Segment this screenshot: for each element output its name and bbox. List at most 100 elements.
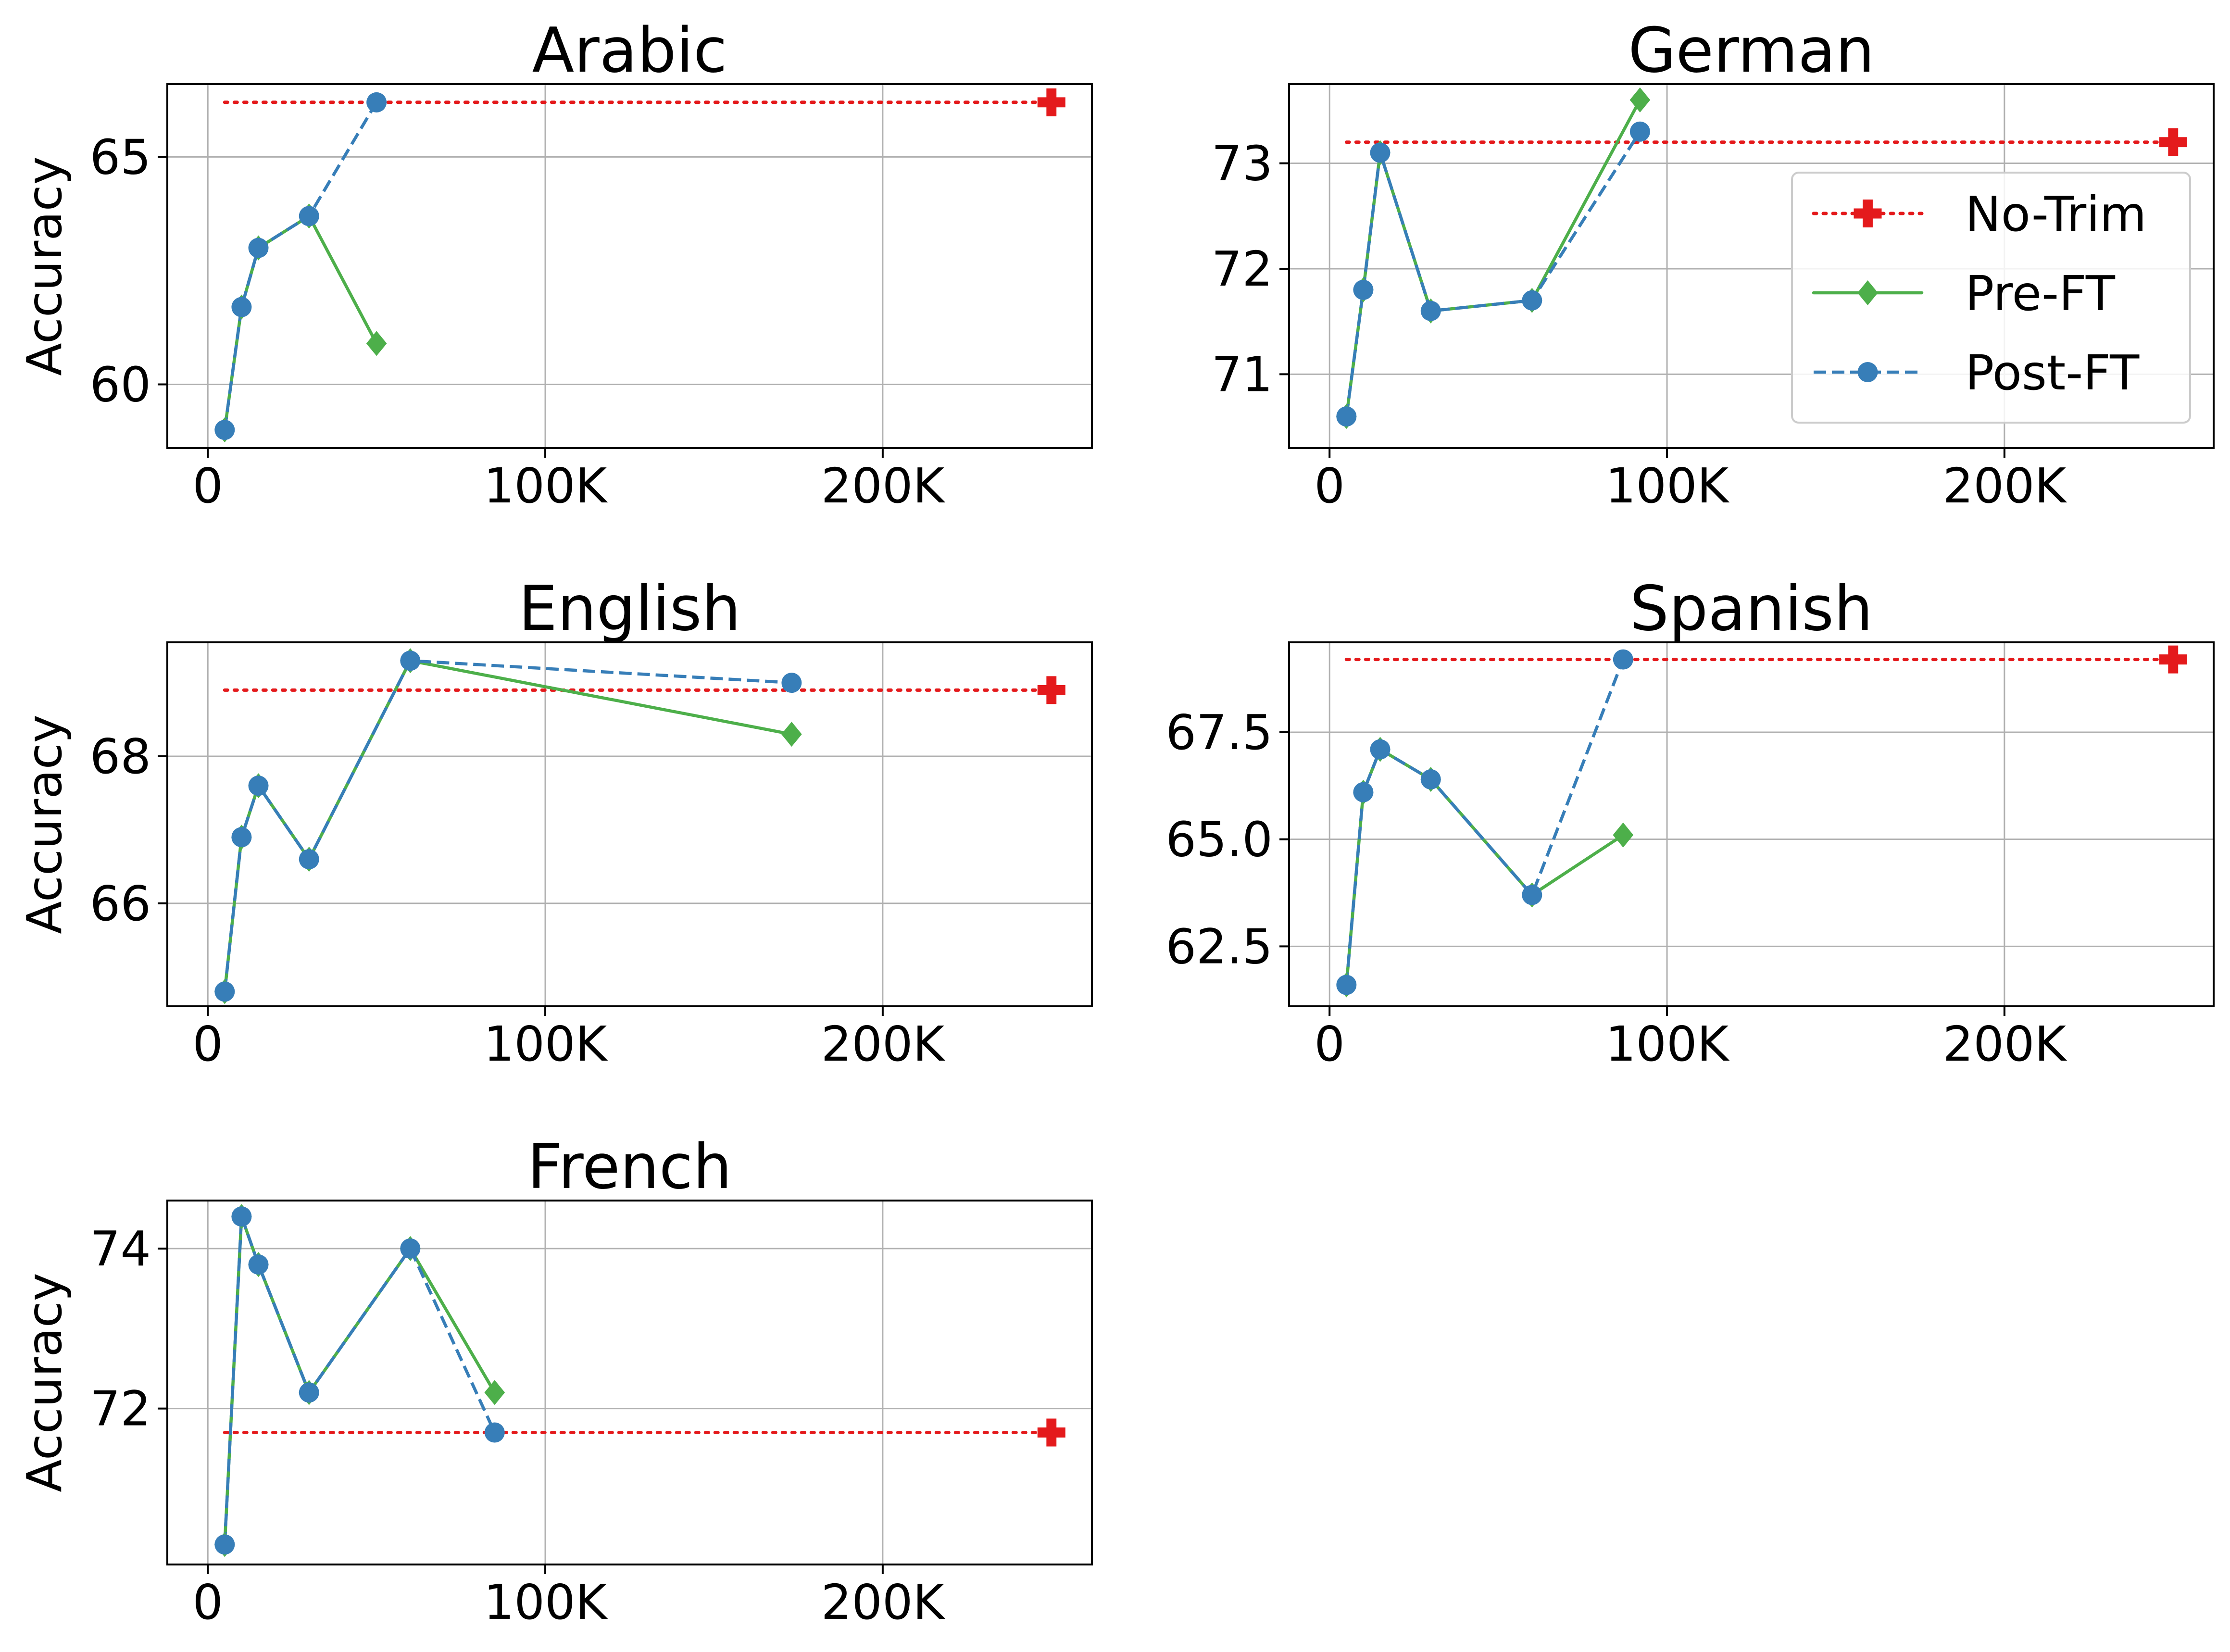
y-axis-label: Accuracy bbox=[16, 156, 73, 376]
data-point-post-ft bbox=[1336, 975, 1357, 995]
panel-arabic: 0 100K 200K 60 65 Arabic Accuracy bbox=[16, 15, 1093, 514]
series-line-post-ft bbox=[223, 101, 378, 430]
legend-label-pre-ft: Pre-FT bbox=[1965, 265, 2116, 322]
legend-label-post-ft: Post-FT bbox=[1965, 345, 2140, 401]
panel-title: Spanish bbox=[1630, 573, 1873, 645]
axes-frame bbox=[1288, 83, 2215, 449]
panel-german: 0 100K 200K 71 72 73 German bbox=[1212, 15, 2215, 514]
data-point-pre-ft bbox=[366, 331, 387, 356]
series-line-pre-ft bbox=[1345, 748, 1625, 987]
data-point-post-ft bbox=[299, 206, 319, 226]
x-tick-label: 200K bbox=[1943, 1016, 2067, 1072]
legend-marker-pre-ft bbox=[1857, 280, 1878, 305]
y-tick-label: 65.0 bbox=[1165, 812, 1273, 868]
y-tick-label: 66 bbox=[90, 876, 151, 932]
data-point-post-ft bbox=[1353, 279, 1374, 300]
data-point-post-ft bbox=[400, 651, 421, 671]
series-line-pre-ft bbox=[223, 659, 793, 993]
panel-title: German bbox=[1628, 15, 1875, 87]
y-tick-label: 71 bbox=[1212, 346, 1273, 402]
y-tick-label: 74 bbox=[90, 1221, 151, 1277]
data-point-pre-ft bbox=[484, 1380, 505, 1405]
series-line-post-ft bbox=[223, 659, 792, 992]
data-point-post-ft bbox=[1420, 769, 1441, 789]
panel-english: 0 100K 200K 66 68 English Accuracy bbox=[16, 573, 1093, 1072]
data-point-post-ft bbox=[1522, 290, 1542, 311]
panel-title: Arabic bbox=[532, 15, 727, 87]
y-tick-label: 65 bbox=[90, 129, 151, 185]
legend-label-no-trim: No-Trim bbox=[1965, 186, 2146, 242]
legend: No-Trim Pre-FT Post-FT bbox=[1791, 172, 2191, 424]
data-point-no-trim bbox=[1037, 1418, 1065, 1447]
data-point-pre-ft bbox=[781, 722, 802, 747]
data-point-post-ft bbox=[1420, 300, 1441, 321]
y-axis-label: Accuracy bbox=[16, 714, 73, 934]
axes-frame bbox=[1288, 641, 2215, 1007]
data-point-post-ft bbox=[1353, 782, 1374, 802]
data-point-post-ft bbox=[484, 1422, 505, 1443]
y-tick-label: 73 bbox=[1212, 136, 1273, 192]
x-tick-label: 200K bbox=[821, 458, 946, 514]
plot-area bbox=[223, 1215, 1053, 1546]
data-point-post-ft bbox=[299, 1382, 319, 1403]
plot-area bbox=[223, 659, 1053, 993]
axes-frame bbox=[166, 641, 1093, 1007]
x-tick-label: 200K bbox=[1943, 458, 2067, 514]
data-point-post-ft bbox=[366, 92, 387, 113]
x-tick-label: 100K bbox=[484, 1016, 608, 1072]
data-point-post-ft bbox=[299, 849, 319, 870]
y-tick-label: 72 bbox=[1212, 241, 1273, 297]
x-tick-label: 0 bbox=[192, 1574, 223, 1630]
data-point-post-ft bbox=[248, 1254, 269, 1275]
series-line-post-ft bbox=[1345, 130, 1641, 417]
data-point-post-ft bbox=[1613, 649, 1633, 670]
data-point-no-trim bbox=[1037, 88, 1065, 116]
panel-french: 0 100K 200K 72 74 French Accuracy bbox=[16, 1131, 1093, 1630]
y-tick-label: 67.5 bbox=[1165, 704, 1273, 761]
data-point-post-ft bbox=[1370, 739, 1391, 760]
data-point-post-ft bbox=[1370, 142, 1391, 163]
plot-area bbox=[1344, 98, 2175, 418]
data-point-no-trim bbox=[2159, 645, 2187, 674]
x-tick-label: 0 bbox=[1314, 1016, 1345, 1072]
data-point-post-ft bbox=[231, 1206, 252, 1227]
data-point-post-ft bbox=[214, 981, 235, 1002]
x-tick-label: 100K bbox=[1605, 1016, 1730, 1072]
data-point-post-ft bbox=[231, 827, 252, 848]
series-line-pre-ft bbox=[1345, 98, 1642, 418]
series-line-post-ft bbox=[223, 1215, 496, 1545]
panel-spanish: 0 100K 200K 62.5 65.0 67.5 Spanish bbox=[1165, 573, 2215, 1072]
data-point-post-ft bbox=[214, 420, 235, 440]
data-point-pre-ft bbox=[1629, 87, 1651, 113]
x-tick-label: 0 bbox=[1314, 458, 1345, 514]
y-tick-label: 62.5 bbox=[1165, 918, 1273, 975]
panel-title: English bbox=[518, 573, 740, 645]
series-line-pre-ft bbox=[223, 214, 378, 432]
axes-frame bbox=[166, 1200, 1093, 1565]
data-point-post-ft bbox=[248, 776, 269, 796]
data-point-post-ft bbox=[248, 238, 269, 258]
plot-area bbox=[1344, 658, 2175, 987]
legend-marker-post-ft bbox=[1857, 362, 1878, 382]
axes-frame bbox=[166, 83, 1093, 449]
series-line-post-ft bbox=[1345, 659, 1625, 985]
plot-area bbox=[223, 100, 1053, 432]
data-point-post-ft bbox=[231, 297, 252, 317]
x-tick-label: 0 bbox=[192, 1016, 223, 1072]
data-point-post-ft bbox=[1336, 406, 1357, 427]
data-point-post-ft bbox=[781, 673, 802, 693]
data-point-post-ft bbox=[214, 1534, 235, 1555]
x-tick-label: 100K bbox=[1605, 458, 1730, 514]
x-tick-label: 200K bbox=[821, 1016, 946, 1072]
legend-box bbox=[1791, 172, 2191, 424]
y-tick-label: 60 bbox=[90, 357, 151, 413]
data-point-no-trim bbox=[1037, 676, 1065, 704]
data-point-no-trim bbox=[2159, 128, 2187, 156]
data-point-pre-ft bbox=[1613, 822, 1634, 848]
data-point-post-ft bbox=[1629, 121, 1650, 142]
data-point-post-ft bbox=[400, 1238, 421, 1259]
y-tick-label: 68 bbox=[90, 728, 151, 785]
y-tick-label: 72 bbox=[90, 1381, 151, 1437]
x-tick-label: 100K bbox=[484, 458, 608, 514]
